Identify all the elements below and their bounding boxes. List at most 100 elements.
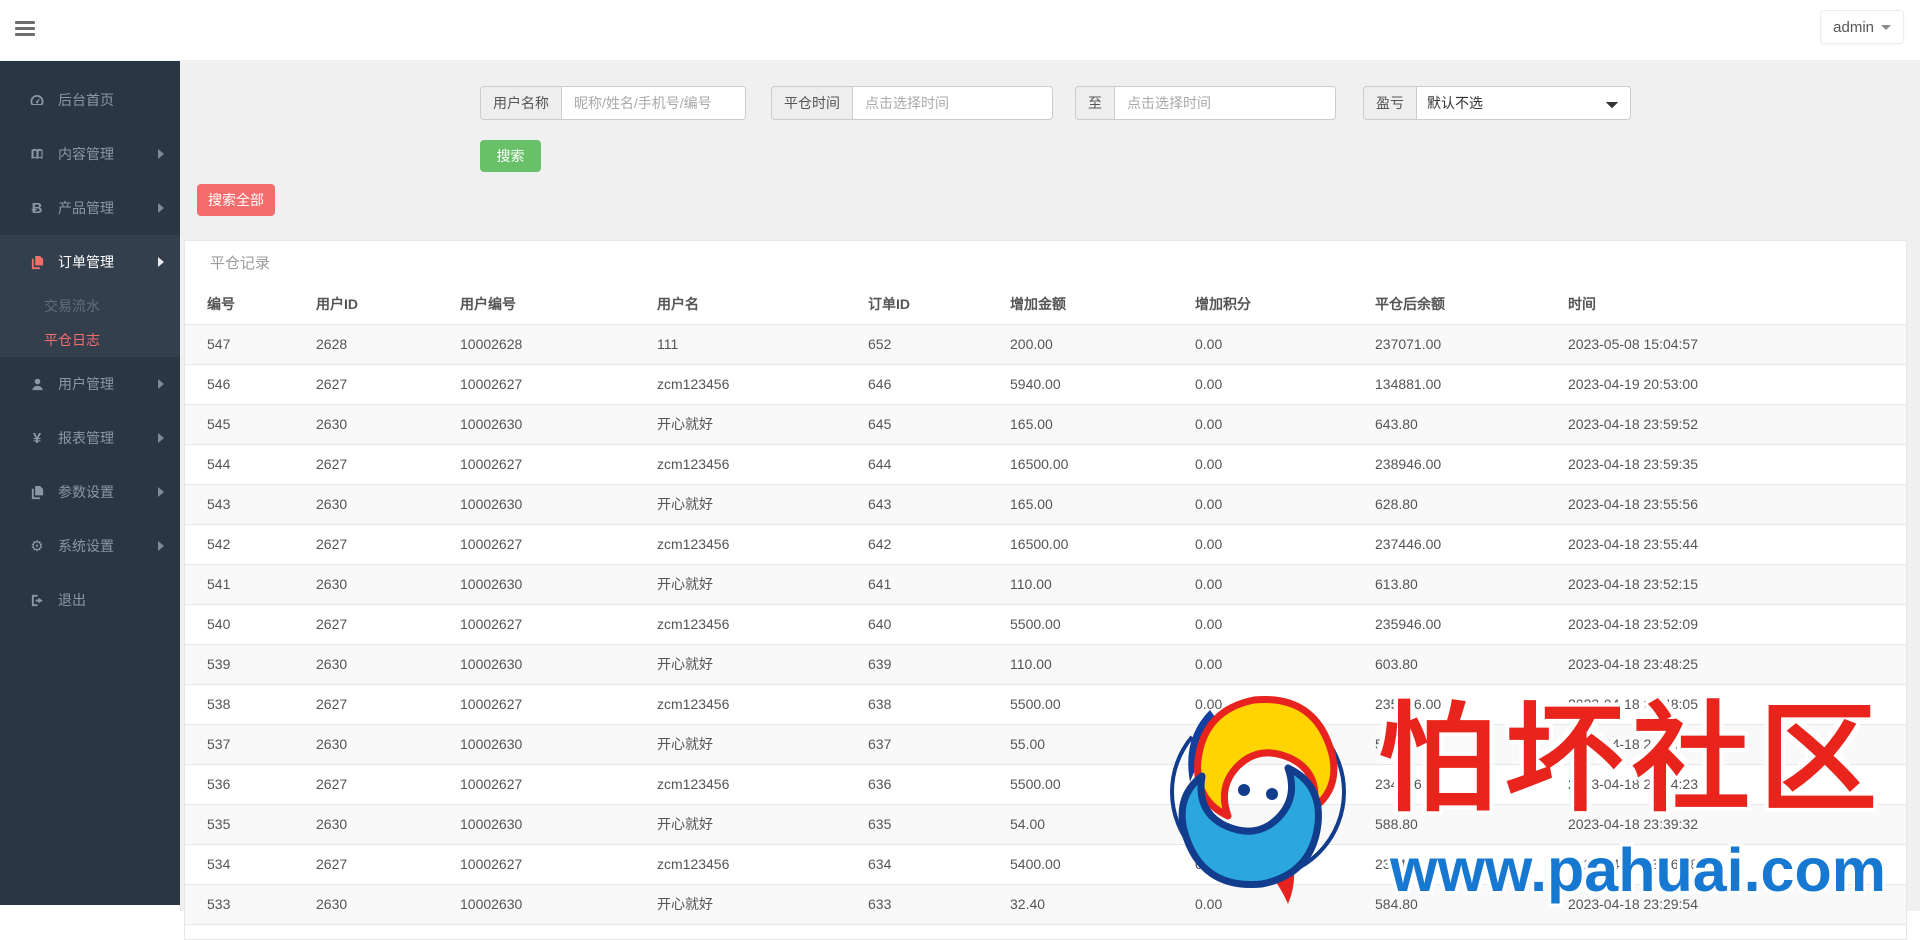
sidebar-subitem-label: 交易流水	[44, 298, 100, 314]
sidebar-item-label: 参数设置	[58, 484, 114, 500]
table-cell: zcm123456	[657, 376, 730, 392]
table-cell: 2627	[316, 776, 348, 792]
search-button[interactable]: 搜索	[480, 140, 541, 172]
table-cell: 0.00	[1195, 736, 1223, 752]
sidebar-item-dashboard[interactable]: 后台首页	[0, 73, 180, 127]
sidebar-item-label: 订单管理	[58, 254, 114, 270]
table-cell: 541	[207, 576, 231, 592]
sidebar-item-system[interactable]: ⚙ 系统设置	[0, 519, 180, 573]
sidebar-item-label: 系统设置	[58, 538, 114, 554]
table-cell: 539	[207, 656, 231, 672]
table-cell: 234946.00	[1375, 776, 1442, 792]
table-cell: 0.00	[1195, 416, 1223, 432]
table-cell: 10002630	[460, 816, 523, 832]
table-row: 540 2627 10002627 zcm123456 640 5500.00 0.00 23…	[185, 604, 1906, 644]
sidebar-item-label: 退出	[58, 592, 86, 608]
sidebar-item-label: 后台首页	[58, 92, 114, 108]
table-cell: 0.00	[1195, 576, 1223, 592]
table-cell: 535	[207, 816, 231, 832]
table-cell: 2630	[316, 816, 348, 832]
table-row: 546 2627 10002627 zcm123456 646 5940.00 0.00 13…	[185, 364, 1906, 404]
table-row: 544 2627 10002627 zcm123456 644 16500.00 0.00 2…	[185, 444, 1906, 484]
table-cell: 110.00	[1010, 576, 1052, 592]
sidebar-item-products[interactable]: Ƀ 产品管理	[0, 181, 180, 235]
sidebar-item-logout[interactable]: 退出	[0, 573, 180, 627]
time-from-input[interactable]	[852, 86, 1053, 120]
table-cell: zcm123456	[657, 856, 730, 872]
username-label: 用户名称	[480, 86, 561, 120]
table-cell: 538	[207, 696, 231, 712]
topbar: admin	[0, 0, 1920, 61]
table-cell: 2023-04-18 23:55:44	[1568, 536, 1698, 552]
table-cell: 开心就好	[657, 576, 713, 592]
table-cell: 开心就好	[657, 496, 713, 512]
dashboard-icon	[27, 92, 47, 108]
table-cell: 0.00	[1195, 536, 1223, 552]
search-all-button[interactable]: 搜索全部	[197, 184, 275, 216]
table-cell: 2630	[316, 576, 348, 592]
username-input[interactable]	[561, 86, 746, 120]
table-cell: 开心就好	[657, 736, 713, 752]
table-cell: 2630	[316, 656, 348, 672]
sidebar-item-content[interactable]: 内容管理	[0, 127, 180, 181]
table-cell: 5500.00	[1010, 696, 1061, 712]
table-cell: 238946.00	[1375, 456, 1442, 472]
table-row: 534 2627 10002627 zcm123456 634 5400.00 0.00 23…	[185, 844, 1906, 884]
table-header-cell: 用户编号	[438, 284, 635, 325]
table-cell: 2627	[316, 536, 348, 552]
time-to-input[interactable]	[1114, 86, 1336, 120]
table-cell: 544	[207, 456, 231, 472]
table-cell: 0.00	[1195, 896, 1223, 912]
table-cell: 643	[868, 496, 892, 512]
sidebar: 后台首页 内容管理 Ƀ 产品管理 订单管理 交易流水 平仓日志 用户管理 ¥ 报…	[0, 61, 180, 905]
table-row: 533 2630 10002630 开心就好 633 32.40 0.00 584.80 202…	[185, 884, 1906, 924]
table-row: 543 2630 10002630 开心就好 643 165.00 0.00 628.80 20…	[185, 484, 1906, 524]
username-input-group: 用户名称	[480, 86, 746, 120]
table-cell: 634	[868, 856, 892, 872]
sidebar-item-reports[interactable]: ¥ 报表管理	[0, 411, 180, 465]
table-cell: 2627	[316, 856, 348, 872]
user-icon	[27, 377, 47, 392]
table-header-row: 编号 用户ID 用户编号 用户名 订单ID 增加金额 增加积分 平仓后余额 时间	[185, 284, 1906, 325]
table-cell: 628.80	[1375, 496, 1418, 512]
table-cell: 540	[207, 616, 231, 632]
chevron-right-icon	[158, 379, 164, 389]
menu-toggle-icon[interactable]	[15, 21, 35, 38]
table-cell: 2023-04-18 23:39:32	[1568, 816, 1698, 832]
table-cell: 588.80	[1375, 816, 1418, 832]
table-cell: 开心就好	[657, 816, 713, 832]
chevron-right-icon	[158, 203, 164, 213]
sidebar-item-users[interactable]: 用户管理	[0, 357, 180, 411]
table-cell: 10002630	[460, 416, 523, 432]
table-cell: 234446.00	[1375, 856, 1442, 872]
table-cell: 537	[207, 736, 231, 752]
table-cell: 165.00	[1010, 496, 1053, 512]
table-cell: 开心就好	[657, 896, 713, 912]
table-row: 536 2627 10002627 zcm123456 636 5500.00 0.00 23…	[185, 764, 1906, 804]
table-cell: 0.00	[1195, 776, 1223, 792]
table-cell: 0.00	[1195, 456, 1223, 472]
table-cell: 584.80	[1375, 896, 1418, 912]
table-cell: 10002630	[460, 896, 523, 912]
table-cell: 0.00	[1195, 496, 1223, 512]
profit-select[interactable]: 默认不选	[1416, 86, 1631, 120]
sidebar-subitem-close-log[interactable]: 平仓日志	[0, 323, 180, 357]
table-cell: 110.00	[1010, 656, 1052, 672]
table-cell: 237446.00	[1375, 536, 1442, 552]
page-corner	[0, 905, 12, 911]
table-cell: 2023-04-18 23:44:23	[1568, 776, 1698, 792]
table-cell: 5400.00	[1010, 856, 1061, 872]
user-dropdown[interactable]: admin	[1820, 10, 1904, 44]
table-cell: 0.00	[1195, 376, 1223, 392]
table-cell: 10002627	[460, 536, 523, 552]
table-cell: 652	[868, 336, 892, 352]
table-cell: 644	[868, 456, 892, 472]
table-cell: 641	[868, 576, 892, 592]
table-cell: 开心就好	[657, 656, 713, 672]
table-cell: 237071.00	[1375, 336, 1442, 352]
table-cell: 593.80	[1375, 736, 1418, 752]
table-cell: 54.00	[1010, 816, 1046, 832]
sidebar-item-params[interactable]: 参数设置	[0, 465, 180, 519]
sidebar-subitem-trade-flow[interactable]: 交易流水	[0, 289, 180, 323]
sidebar-item-orders[interactable]: 订单管理	[0, 235, 180, 289]
